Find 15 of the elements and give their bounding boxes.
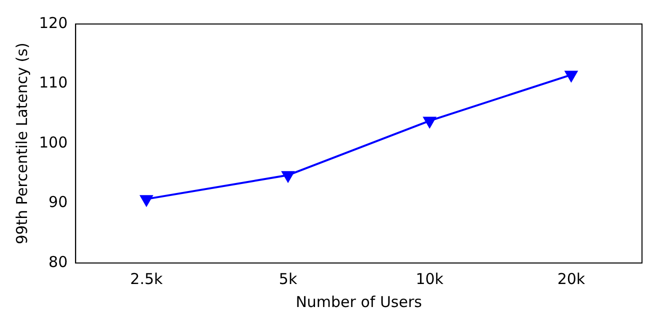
x-tick-label: 10k [416,270,444,288]
y-tick-label: 80 [48,252,68,271]
y-tick-label: 100 [38,133,68,152]
x-tick-label: 20k [557,270,586,288]
y-axis-title: 99th Percentile Latency (s) [12,42,31,244]
point [565,70,578,82]
x-tick-label: 5k [278,270,298,288]
y-tick-label: 90 [48,193,68,212]
point [282,171,294,182]
x-tick-label: 2.5k [130,270,164,288]
y-tick-label: 120 [38,14,68,32]
point [423,116,436,128]
point [140,195,153,206]
y-tick-label: 110 [38,74,68,92]
x-axis-title: Number of Users [296,292,422,311]
